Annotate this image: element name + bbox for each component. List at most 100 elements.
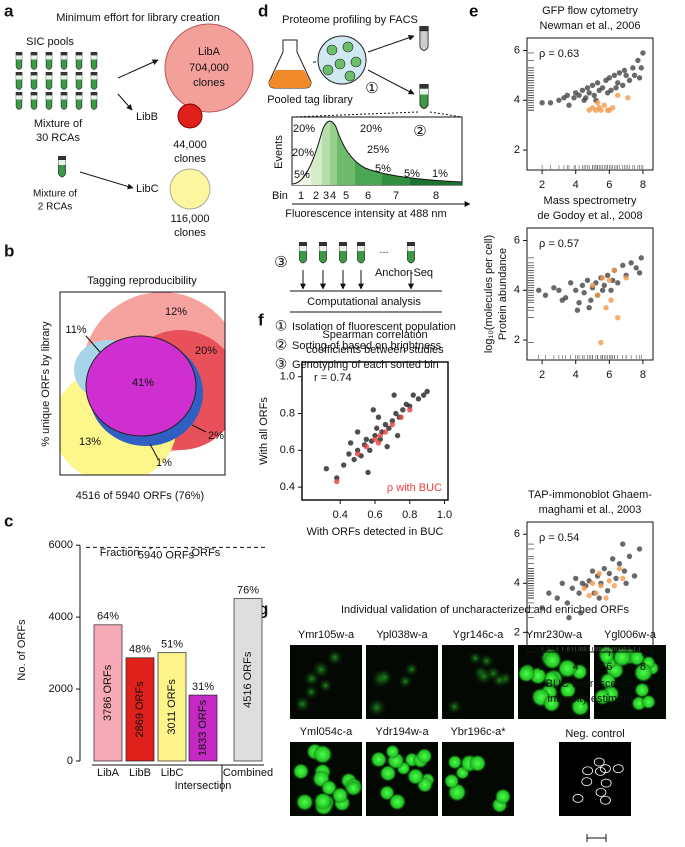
annotation: ρ = 0.54 — [539, 532, 579, 544]
y-tick-label: 6 — [514, 234, 520, 246]
point — [354, 429, 361, 435]
panel-title: Proteome profiling by FACS — [282, 14, 418, 26]
cell — [468, 754, 487, 773]
value-label: 2869 ORFs — [134, 681, 146, 738]
point — [598, 339, 604, 346]
bin-percent: 5% — [375, 163, 391, 175]
tube — [75, 92, 83, 110]
cell — [366, 697, 387, 718]
cell-outline — [593, 757, 605, 767]
point — [608, 297, 614, 303]
cell — [443, 773, 460, 789]
cell — [375, 668, 394, 686]
step-text: Isolation of fluorescent population — [292, 321, 456, 333]
y-tick-label: 4 — [514, 94, 520, 106]
cell — [346, 780, 361, 796]
point — [574, 307, 581, 313]
point — [354, 451, 361, 457]
label: Mixture of — [34, 118, 83, 130]
tube — [30, 72, 38, 90]
point — [556, 287, 562, 293]
cell-outline — [595, 787, 607, 797]
image-label: Ypl038w-a — [376, 629, 428, 641]
point — [407, 407, 413, 413]
point — [564, 600, 571, 606]
point — [633, 265, 639, 271]
point — [372, 436, 378, 442]
bar — [125, 657, 155, 762]
legend-entry: ρ with BUC — [387, 482, 442, 494]
panel-label: c — [4, 511, 13, 530]
label: 44,000 — [173, 139, 207, 151]
chart-title: Spearman correlation — [322, 329, 427, 341]
point — [542, 292, 549, 298]
cell — [303, 684, 319, 700]
panel-title: Individual validation of uncharacterized… — [341, 604, 629, 616]
point — [566, 614, 572, 621]
point — [603, 595, 609, 601]
x-tick-label: 0.6 — [367, 509, 382, 521]
point — [620, 541, 626, 547]
axis-label: Protein abundance — [497, 248, 509, 340]
annotation: ρ = 0.57 — [539, 238, 579, 250]
y-tick-label: 2000 — [49, 683, 73, 695]
y-tick-label: 2 — [514, 334, 520, 346]
point — [636, 270, 643, 276]
liba-circle — [164, 23, 254, 113]
cell — [406, 767, 425, 786]
bin-label: 4 — [330, 190, 336, 202]
point — [611, 583, 618, 589]
panel-d: d Proteome profiling by FACS ① Pooled ta… — [258, 1, 471, 372]
y-tick-label: 4 — [514, 577, 520, 589]
bin-percent: 20% — [292, 147, 314, 159]
point — [620, 82, 626, 89]
point — [613, 85, 619, 91]
point — [630, 65, 636, 71]
point — [611, 72, 618, 79]
bin-label: 7 — [393, 190, 399, 202]
y-tick-label: 0 — [67, 755, 73, 767]
point — [615, 314, 621, 321]
step-marker: ③ — [274, 254, 287, 271]
panel-g: g Individual validation of uncharacteriz… — [258, 599, 666, 842]
point — [391, 392, 397, 398]
point — [589, 82, 596, 89]
point — [601, 102, 607, 108]
tube — [406, 242, 416, 264]
cell-outline — [582, 766, 594, 776]
point — [586, 90, 592, 96]
label: 116,000 — [171, 213, 210, 225]
region-label: 13% — [79, 436, 101, 448]
image-label: Ymr105w-a — [298, 629, 355, 641]
point — [569, 585, 576, 591]
point — [596, 595, 602, 601]
cell — [542, 694, 561, 713]
cell — [318, 678, 333, 693]
point — [536, 287, 542, 293]
point — [616, 560, 623, 567]
tube — [298, 242, 308, 264]
arrow — [79, 171, 134, 190]
x-tick-label: 8 — [640, 661, 646, 673]
cell — [612, 647, 632, 668]
x-tick-label: 2 — [539, 369, 545, 381]
x-tick-label: LibB — [129, 767, 151, 779]
cell-outline — [612, 764, 624, 774]
x-tick-label: Intersection — [175, 780, 232, 792]
point — [571, 95, 577, 101]
chart-title: de Godoy et al., 2008 — [537, 210, 642, 222]
point — [389, 421, 396, 428]
point — [382, 421, 389, 428]
point — [626, 553, 633, 560]
point — [596, 570, 602, 577]
cell — [557, 658, 578, 679]
point — [539, 100, 545, 106]
x-tick-label: 2 — [539, 661, 545, 673]
panel-label: g — [258, 599, 268, 618]
cell — [292, 763, 310, 780]
cell-outline — [572, 793, 584, 803]
point — [635, 57, 641, 64]
tube — [90, 72, 98, 90]
cell-outline — [581, 777, 593, 786]
